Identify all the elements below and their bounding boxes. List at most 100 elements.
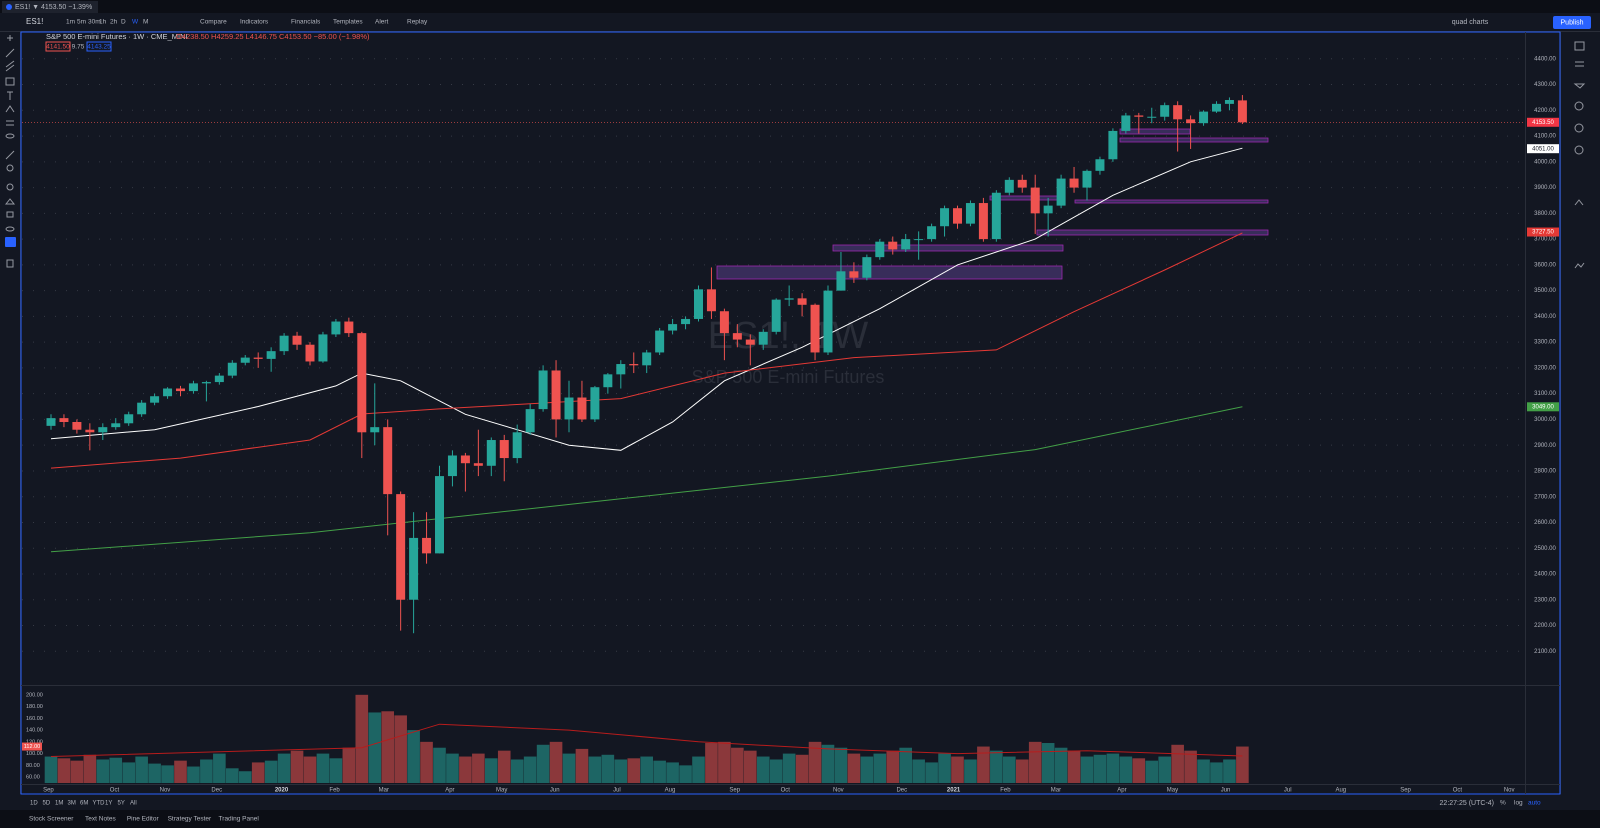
interval-button[interactable]: D bbox=[121, 19, 126, 26]
watchlist-icon[interactable] bbox=[1574, 41, 1585, 51]
x-tick-label: Nov bbox=[833, 788, 844, 794]
range-button[interactable]: YTD bbox=[93, 801, 106, 807]
data-window-icon[interactable] bbox=[1573, 83, 1586, 89]
volume-tick-label: 80.00 bbox=[26, 763, 40, 769]
volume-bar bbox=[213, 753, 226, 783]
range-button[interactable]: 5D bbox=[43, 801, 51, 807]
lock-tool[interactable] bbox=[6, 211, 14, 218]
volume-bar bbox=[536, 744, 550, 783]
zone[interactable] bbox=[1036, 229, 1269, 236]
watermark-symbol: ES1!, 1W bbox=[708, 315, 869, 357]
interval-button[interactable]: 2h bbox=[110, 19, 118, 26]
fib-tool[interactable] bbox=[5, 60, 15, 72]
candle-body bbox=[616, 364, 626, 375]
toolbar-button[interactable]: Indicators bbox=[240, 19, 269, 26]
layout-name[interactable]: quad charts bbox=[1452, 19, 1489, 26]
range-button[interactable]: 1Y bbox=[105, 801, 112, 807]
volume-bar bbox=[990, 750, 1003, 783]
bid-box[interactable] bbox=[45, 41, 71, 52]
ideas-icon[interactable] bbox=[1574, 145, 1584, 155]
zoom-tool[interactable] bbox=[6, 164, 14, 172]
tab-icon bbox=[6, 4, 12, 10]
scale-option[interactable]: log bbox=[1514, 800, 1523, 807]
range-button[interactable]: 1D bbox=[30, 801, 38, 807]
candle-body bbox=[875, 241, 885, 258]
delete-tool[interactable] bbox=[6, 259, 14, 268]
x-tick-label: 2020 bbox=[275, 788, 289, 794]
volume-average bbox=[50, 723, 1243, 757]
magnet-tool[interactable] bbox=[4, 198, 16, 205]
candle-body bbox=[590, 387, 600, 420]
y-tick-label: 3600.00 bbox=[1534, 262, 1556, 268]
range-button[interactable]: All bbox=[130, 801, 137, 807]
trend-line-tool[interactable] bbox=[5, 48, 15, 58]
prediction-tool[interactable] bbox=[6, 120, 14, 126]
interval-button[interactable]: W bbox=[132, 19, 139, 26]
ask-box[interactable] bbox=[86, 41, 112, 52]
toolbar-button[interactable]: Financials bbox=[291, 19, 321, 26]
candle-body bbox=[396, 494, 406, 600]
crosshair-tool[interactable] bbox=[7, 35, 13, 41]
legend-title: S&P 500 E-mini Futures · 1W · CME_MINI bbox=[46, 32, 188, 41]
zone[interactable] bbox=[1074, 199, 1269, 204]
volume-bar bbox=[277, 753, 291, 783]
range-button[interactable]: 1M bbox=[55, 801, 63, 807]
scale-option[interactable]: auto bbox=[1528, 800, 1541, 807]
streams-icon[interactable] bbox=[1574, 199, 1584, 206]
icon-tool[interactable] bbox=[5, 133, 15, 139]
hotlist-icon[interactable] bbox=[1574, 101, 1584, 111]
candle-body bbox=[1173, 105, 1183, 120]
zone[interactable] bbox=[1119, 137, 1269, 143]
interval-button[interactable]: 1h bbox=[99, 19, 107, 26]
zone[interactable] bbox=[716, 265, 1063, 280]
panel-tab[interactable]: Pine Editor bbox=[127, 816, 160, 823]
visibility-tool[interactable] bbox=[5, 226, 15, 232]
interval-button[interactable]: M bbox=[143, 19, 148, 26]
panel-tab[interactable]: Trading Panel bbox=[219, 816, 260, 823]
range-button[interactable]: 3M bbox=[68, 801, 76, 807]
volume-bar bbox=[368, 712, 382, 783]
candle-body bbox=[655, 330, 665, 353]
brush-tool[interactable] bbox=[5, 150, 15, 160]
measure-tool[interactable] bbox=[6, 183, 14, 191]
publish-button[interactable] bbox=[1553, 16, 1591, 29]
active-tool[interactable] bbox=[5, 237, 16, 247]
interval-button[interactable]: 5m bbox=[77, 19, 86, 26]
browser-tabs bbox=[0, 0, 1600, 13]
price-tag-label: 4051.00 bbox=[1532, 146, 1554, 152]
toolbar-button[interactable]: Compare bbox=[200, 19, 227, 26]
pattern-tool[interactable] bbox=[5, 105, 15, 113]
price-tag-label: 3727.50 bbox=[1532, 230, 1554, 236]
tab[interactable] bbox=[2, 1, 98, 13]
y-tick-label: 3400.00 bbox=[1534, 314, 1556, 320]
toolbar-button[interactable]: Alert bbox=[375, 19, 389, 26]
panel-tab[interactable]: Text Notes bbox=[85, 816, 116, 823]
x-tick-label: Nov bbox=[1504, 788, 1515, 794]
volume-bar bbox=[148, 763, 161, 783]
right-sidebar bbox=[1561, 32, 1600, 794]
interval-button[interactable]: 30m bbox=[88, 19, 101, 26]
calendar-icon[interactable] bbox=[1574, 123, 1584, 133]
range-button[interactable]: 6M bbox=[80, 801, 88, 807]
shape-tool[interactable] bbox=[5, 77, 15, 86]
text-tool[interactable] bbox=[7, 91, 13, 100]
volume-bar bbox=[329, 758, 343, 783]
candle-body bbox=[1134, 115, 1144, 117]
toolbar-button[interactable]: Replay bbox=[407, 19, 428, 26]
interval-button[interactable]: 1m bbox=[66, 19, 75, 26]
symbol[interactable]: ES1! bbox=[26, 17, 43, 26]
panel-tab[interactable]: Stock Screener bbox=[29, 816, 74, 823]
zone[interactable] bbox=[1119, 128, 1191, 135]
volume-bar bbox=[795, 754, 809, 783]
alerts-icon[interactable] bbox=[1575, 61, 1584, 67]
top-toolbar bbox=[0, 13, 1600, 32]
panel-tab[interactable]: Strategy Tester bbox=[168, 816, 212, 823]
zone[interactable] bbox=[832, 244, 1064, 252]
range-button[interactable]: 5Y bbox=[118, 801, 125, 807]
chat-icon[interactable] bbox=[1574, 262, 1585, 269]
x-tick-label: Oct bbox=[110, 788, 120, 794]
toolbar-button[interactable]: Templates bbox=[333, 19, 363, 26]
candle-body bbox=[150, 396, 160, 403]
scale-option[interactable]: % bbox=[1500, 800, 1506, 807]
x-tick-label: Jul bbox=[1284, 788, 1292, 794]
